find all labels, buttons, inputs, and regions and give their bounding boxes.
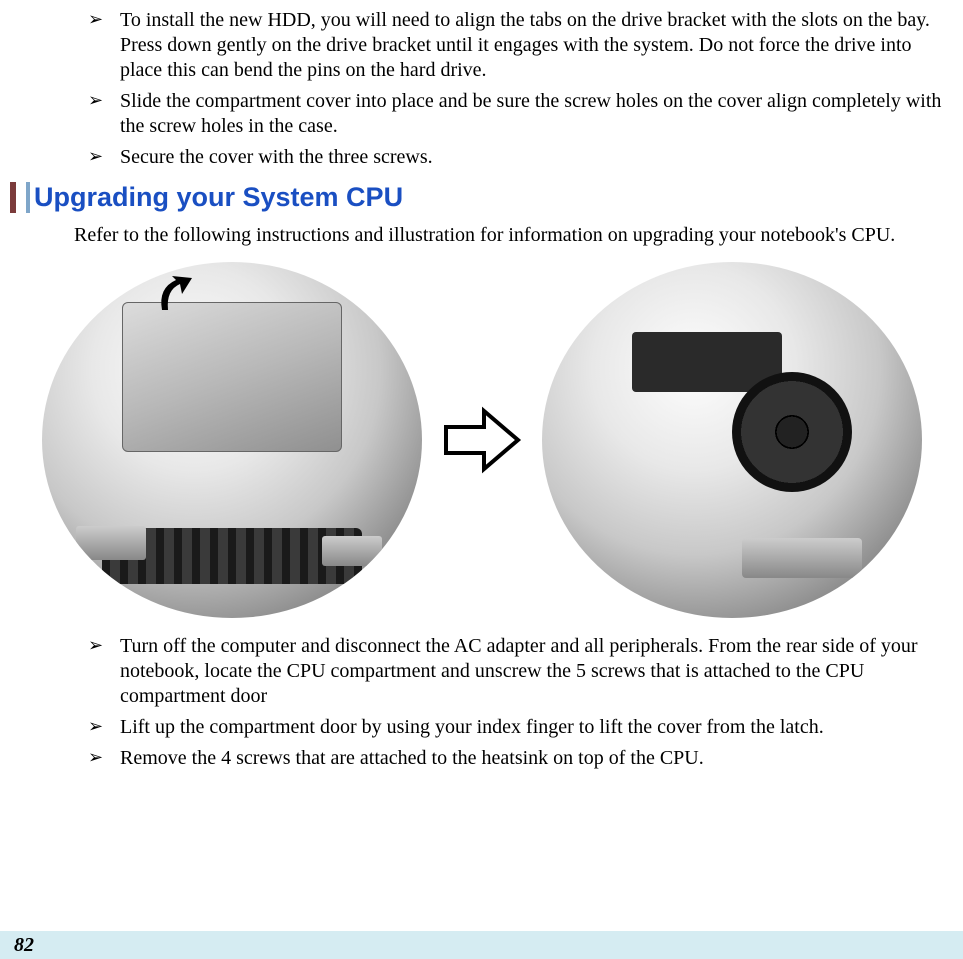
figure-left-photo [42,262,422,618]
section-heading: Upgrading your System CPU [32,182,953,213]
bullet-glyph: ➢ [88,145,103,168]
list-item-text: Secure the cover with the three screws. [120,146,433,168]
hdd-install-steps-list: ➢ To install the new HDD, you will need … [10,8,953,170]
cpu-upgrade-steps-list: ➢ Turn off the computer and disconnect t… [10,634,953,771]
bullet-glyph: ➢ [88,746,103,769]
bullet-glyph: ➢ [88,634,103,657]
list-item: ➢ Secure the cover with the three screws… [88,145,953,170]
arrow-icon [440,405,524,475]
bullet-glyph: ➢ [88,715,103,738]
list-item-text: Lift up the compartment door by using yo… [120,716,824,738]
list-item: ➢ Turn off the computer and disconnect t… [88,634,953,709]
list-item: ➢ Remove the 4 screws that are attached … [88,746,953,771]
list-item-text: Slide the compartment cover into place a… [120,90,941,137]
lift-arrow-icon [152,274,206,314]
figure-right-photo [542,262,922,618]
bullet-glyph: ➢ [88,8,103,31]
intro-paragraph: Refer to the following instructions and … [10,223,953,248]
page-number: 82 [14,934,34,957]
list-item-text: Remove the 4 screws that are attached to… [120,747,704,769]
bullet-glyph: ➢ [88,89,103,112]
list-item: ➢ To install the new HDD, you will need … [88,8,953,83]
page-footer: 82 [0,931,963,959]
document-page: ➢ To install the new HDD, you will need … [0,0,963,771]
list-item-text: To install the new HDD, you will need to… [120,9,930,81]
list-item: ➢ Slide the compartment cover into place… [88,89,953,139]
section-heading-container: Upgrading your System CPU [10,182,953,213]
list-item-text: Turn off the computer and disconnect the… [120,635,918,707]
cpu-upgrade-figure [10,262,953,618]
list-item: ➢ Lift up the compartment door by using … [88,715,953,740]
